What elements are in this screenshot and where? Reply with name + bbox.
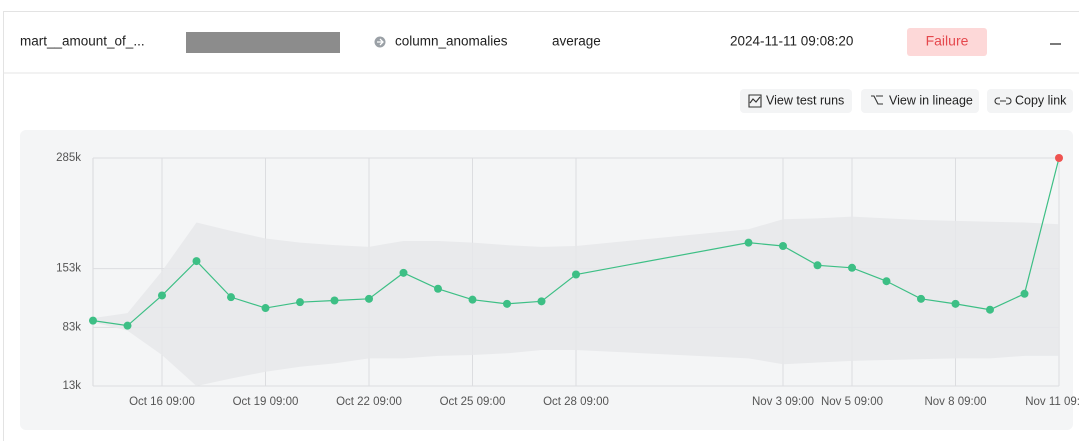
data-point [572,270,580,279]
plot: 13k 83k 153k 285k Oct 16 09:00 Oct 19 09:00 Oc… [56,152,1079,408]
data-point [813,261,822,270]
button-label[interactable]: View in lineage [889,93,973,107]
data-point [503,299,511,308]
confidence-band [93,216,1059,386]
data-point [986,305,994,314]
data-point [192,257,201,266]
x-tick-label: Nov 11 09:00 [1025,396,1079,408]
data-point [1055,154,1063,162]
x-tick-label: Nov 8 09:00 [924,396,986,408]
button-icon [994,97,1012,105]
test-type: column_anomalies [395,34,508,49]
data-point [744,238,753,247]
x-tick-label: Oct 25 09:00 [440,396,506,408]
button[interactable] [740,89,852,113]
data-point [227,293,235,302]
data-point [365,294,373,303]
data-point [951,299,960,308]
data-point [917,294,925,303]
x-tick-label: Oct 19 09:00 [233,396,299,408]
x-tick-label: Oct 16 09:00 [129,396,195,408]
timestamp: 2024-11-11 09:08:20 [730,34,853,49]
x-tick-label: Nov 3 09:00 [752,396,814,408]
x-tick-label: Oct 28 09:00 [543,396,609,408]
data-point [89,316,97,325]
x-tick-label: Nov 5 09:00 [821,396,883,408]
data-point [434,284,442,293]
data-point [779,242,787,251]
data-point [848,263,856,272]
data-point [882,277,891,286]
data-point [261,304,270,313]
button-label[interactable]: Copy link [1015,93,1067,107]
data-point [158,291,166,300]
button[interactable] [861,89,979,113]
data-point [537,297,546,306]
button[interactable] [987,89,1073,113]
data-point [468,295,477,304]
button-icon [748,94,762,108]
y-tick-label: 83k [62,321,81,333]
status-badge [907,28,987,56]
data-point [1020,289,1029,298]
button-icon [871,95,883,105]
redacted [186,32,340,53]
test-name[interactable]: mart__amount_of_... [20,34,145,49]
y-tick-label: 153k [56,263,81,275]
column: average [552,34,601,49]
data-point [399,268,408,277]
y-tick-label: 13k [62,380,81,392]
data-point [296,298,304,307]
y-tick-label: 285k [56,152,81,164]
x-tick-label: Oct 22 09:00 [336,396,402,408]
status: Failure [926,33,969,49]
button-label[interactable]: View test runs [766,93,844,107]
data-point [123,321,132,330]
data-point [330,296,339,305]
test-icon-arrow [377,38,384,46]
